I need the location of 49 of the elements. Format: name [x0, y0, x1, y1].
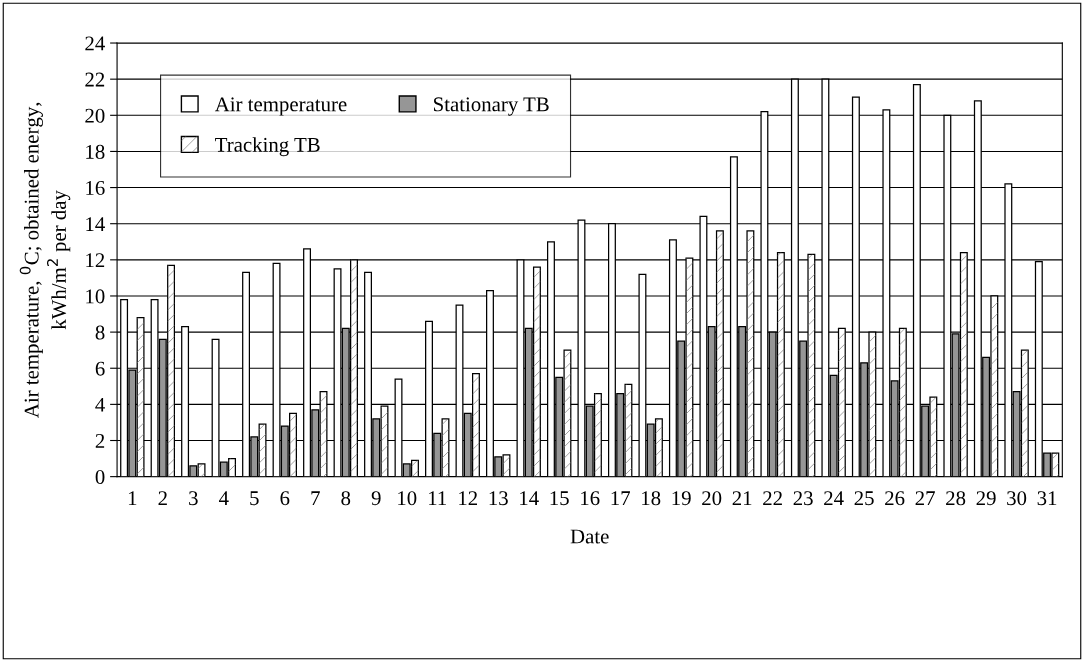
x-tick-label: 31: [1037, 491, 1057, 506]
legend-label: Stationary TB: [434, 97, 549, 116]
y-tick-label: 24: [85, 36, 105, 51]
y-tick-label: 12: [86, 253, 105, 268]
x-tick-label: 19: [672, 491, 691, 506]
x-tick-label: 6: [280, 491, 290, 506]
x-tick-label: 21: [732, 491, 752, 505]
y-tick-label: 6: [95, 361, 105, 376]
x-tick-label: 5: [250, 491, 259, 506]
x-tick-label: 17: [611, 491, 631, 505]
x-tick-label: 11: [429, 491, 447, 505]
x-tick-label: 24: [824, 491, 844, 505]
y-tick-label: 16: [86, 181, 105, 195]
y-tick-label: 0: [95, 470, 105, 485]
x-tick-label: 29: [976, 491, 996, 506]
y-tick-label: 18: [86, 144, 105, 159]
y-axis-title: Air temperature, $^{0}$C; obtained energy, kWh/m$^{2}$ per day: [19, 102, 71, 418]
y-tick-label: 8: [95, 325, 105, 340]
legend-label: Air temperature: [214, 97, 347, 116]
x-tick-label: 15: [550, 491, 569, 506]
x-tick-label: 30: [1007, 491, 1027, 506]
x-tick-label: 26: [885, 491, 905, 506]
y-tick-label: 4: [95, 397, 105, 412]
x-tick-label: 14: [520, 491, 539, 505]
x-tick-label: 28: [946, 491, 966, 506]
x-axis-title: Date: [570, 529, 609, 544]
x-tick-label: 27: [915, 491, 935, 505]
x-tick-label: 4: [218, 491, 229, 505]
x-tick-label: 3: [189, 491, 198, 506]
y-tick-label: 14: [86, 217, 105, 231]
x-tick-label: 12: [459, 491, 477, 505]
x-tick-label: 7: [311, 491, 320, 505]
x-tick-label: 1: [128, 491, 137, 505]
x-tick-label: 9: [371, 491, 381, 506]
y-tick-label: 20: [85, 108, 105, 123]
x-tick-label: 13: [489, 491, 508, 506]
y-tick-label: 10: [86, 289, 105, 304]
x-tick-label: 18: [642, 491, 661, 506]
x-tick-label: 10: [398, 491, 417, 506]
x-tick-label: 22: [763, 491, 782, 505]
y-tick-label: 22: [85, 72, 105, 87]
x-tick-label: 8: [341, 491, 351, 506]
legend-label: Tracking TB: [215, 137, 320, 157]
x-tick-label: 2: [158, 491, 167, 505]
x-tick-label: 23: [793, 491, 813, 506]
x-tick-label: 20: [702, 491, 722, 506]
x-tick-label: 16: [581, 491, 600, 506]
y-tick-label: 2: [95, 433, 105, 448]
x-tick-label: 25: [854, 491, 874, 506]
